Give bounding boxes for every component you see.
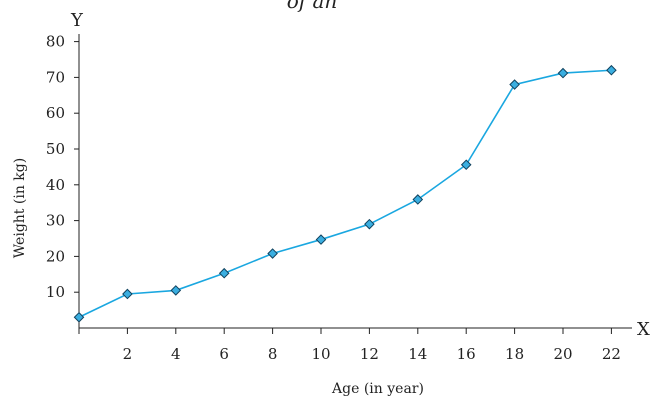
data-point <box>267 248 278 259</box>
data-point <box>218 267 230 279</box>
y-tick-label: 80 <box>46 33 65 51</box>
data-point <box>170 285 182 296</box>
x-tick-label: 2 <box>123 345 133 363</box>
x-tick-label: 16 <box>457 345 476 363</box>
y-axis-letter: Y <box>70 10 84 31</box>
x-axis-title: Age (in year) <box>331 381 424 397</box>
data-point <box>73 311 85 323</box>
y-tick-label: 20 <box>46 247 65 265</box>
x-tick-label: 14 <box>408 345 427 363</box>
x-tick-label: 22 <box>602 345 621 363</box>
data-point <box>606 64 617 76</box>
y-tick-label: 10 <box>46 283 65 301</box>
series-line <box>78 69 612 318</box>
axes <box>78 34 632 329</box>
y-tick-label: 50 <box>46 140 65 158</box>
x-axis-letter: X <box>637 319 650 340</box>
x-tick-label: 10 <box>311 345 330 363</box>
x-tick-label: 18 <box>505 345 524 363</box>
data-point <box>412 194 424 205</box>
tick-layer: 10 20 30 40 50 60 70 80 2 4 6 8 10 12 14 16 18 20 22 <box>46 33 621 363</box>
series-layer <box>73 64 617 323</box>
x-tick-label: 4 <box>171 345 181 363</box>
data-point <box>557 67 569 79</box>
y-tick-label: 30 <box>46 212 65 230</box>
x-tick-label: 8 <box>268 345 278 363</box>
x-tick-label: 6 <box>219 345 229 363</box>
data-point <box>364 218 375 230</box>
data-point <box>122 288 133 300</box>
data-point <box>509 79 520 90</box>
x-tick-label: 12 <box>360 345 379 363</box>
y-tick-label: 70 <box>46 68 65 86</box>
x-tick-label: 20 <box>553 345 572 363</box>
y-tick-label: 40 <box>46 176 65 194</box>
data-point <box>315 234 327 245</box>
y-axis-title: Weight (in kg) <box>12 158 28 258</box>
y-tick-label: 60 <box>46 104 65 122</box>
data-point <box>460 159 472 171</box>
chart-title: of an <box>287 0 338 13</box>
